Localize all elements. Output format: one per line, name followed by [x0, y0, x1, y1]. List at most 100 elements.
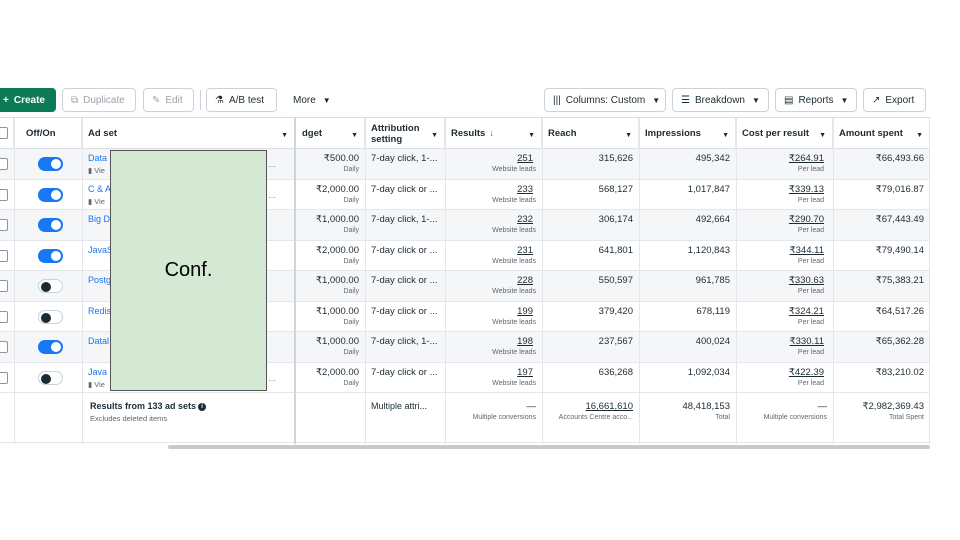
- budget-cell[interactable]: ₹1,000.00 Daily: [315, 305, 359, 326]
- toggle-knob: [41, 282, 51, 292]
- row-checkbox[interactable]: [0, 310, 8, 323]
- reach-cell: 237,567: [598, 336, 633, 347]
- ad-set-toggle[interactable]: [38, 340, 63, 354]
- results-cell: 198 Website leads: [492, 336, 536, 356]
- ad-set-name-link[interactable]: C & A: [88, 183, 112, 194]
- header-budget[interactable]: dget ▼: [296, 118, 365, 149]
- ad-set-name-link[interactable]: Redis: [88, 305, 112, 316]
- info-icon[interactable]: i: [198, 403, 207, 411]
- cost-per-result-cell: ₹290.70 Per lead: [788, 214, 824, 234]
- toggle-knob: [41, 312, 51, 323]
- reports-button[interactable]: ▤ Reports ▼: [775, 88, 857, 112]
- row-checkbox[interactable]: [0, 249, 8, 262]
- edit-button[interactable]: ✎ Edit: [143, 88, 194, 112]
- select-all-checkbox[interactable]: [0, 127, 8, 139]
- ad-set-name-link[interactable]: JavaS: [88, 244, 114, 255]
- more-options-icon[interactable]: …: [268, 373, 276, 383]
- ad-set-name-link[interactable]: Postg: [88, 275, 112, 285]
- row-checkbox[interactable]: [0, 371, 8, 384]
- results-cell: 228 Website leads: [492, 275, 536, 295]
- budget-cell[interactable]: ₹2,000.00 Daily: [315, 183, 359, 204]
- budget-cell[interactable]: ₹1,000.00 Daily: [315, 336, 359, 356]
- attribution-cell: 7-day click or ...: [371, 275, 438, 286]
- budget-cell[interactable]: ₹1,000.00 Daily: [315, 275, 359, 295]
- view-charts-link[interactable]: ▮ Vie: [88, 196, 105, 206]
- reach-cell: 641,801: [598, 244, 633, 256]
- create-button[interactable]: + Create: [0, 88, 56, 112]
- results-cell: 199 Website leads: [492, 305, 536, 326]
- reach-cell: 568,127: [598, 183, 633, 195]
- cost-per-result-cell: ₹339.13 Per lead: [788, 183, 824, 204]
- ad-set-toggle[interactable]: [38, 309, 63, 324]
- row-checkbox[interactable]: [0, 158, 8, 170]
- ad-set-toggle[interactable]: [38, 279, 63, 293]
- attribution-cell: 7-day click or ...: [371, 183, 438, 195]
- footer-impressions: 48,418,153 Total: [682, 401, 730, 421]
- ad-set-name-link[interactable]: Datal: [88, 336, 110, 346]
- amount-spent-cell: ₹79,490.14: [875, 244, 924, 256]
- header-attribution[interactable]: Attribution setting ▼: [365, 118, 445, 149]
- caret-down-icon: ▼: [752, 95, 760, 105]
- results-cell: 232 Website leads: [492, 214, 536, 234]
- header-impressions[interactable]: Impressions ▼: [639, 118, 736, 149]
- more-options-icon[interactable]: …: [268, 160, 276, 169]
- row-checkbox[interactable]: [0, 188, 8, 201]
- duplicate-icon: ⧉: [71, 94, 79, 106]
- duplicate-button[interactable]: ⧉ Duplicate: [62, 88, 136, 112]
- ad-set-toggle[interactable]: [38, 218, 63, 232]
- more-options-icon[interactable]: …: [268, 190, 276, 200]
- budget-cell[interactable]: ₹2,000.00 Daily: [315, 244, 359, 265]
- header-ad-set[interactable]: Ad set ▼: [82, 118, 295, 149]
- caret-down-icon: ▼: [431, 132, 438, 139]
- caret-down-icon: ▼: [652, 95, 661, 105]
- caret-down-icon: ▼: [281, 132, 288, 139]
- header-cost-per-result[interactable]: Cost per result ▼: [736, 118, 833, 149]
- toggle-knob: [51, 342, 61, 352]
- reach-cell: 306,174: [598, 214, 633, 225]
- more-button[interactable]: More ▼: [293, 94, 331, 106]
- impressions-cell: 1,092,034: [687, 366, 730, 378]
- footer-results: — Multiple conversions: [472, 401, 536, 421]
- attribution-cell: 7-day click or ...: [371, 244, 438, 256]
- plus-icon: +: [3, 94, 9, 106]
- budget-cell[interactable]: ₹500.00 Daily: [323, 153, 359, 173]
- ad-set-name-link[interactable]: Java: [88, 366, 108, 377]
- toggle-knob: [51, 220, 61, 230]
- view-charts-link[interactable]: ▮ Vie: [88, 166, 105, 175]
- ad-set-toggle[interactable]: [38, 187, 63, 202]
- ad-set-toggle[interactable]: [38, 248, 63, 263]
- row-checkbox[interactable]: [0, 280, 8, 292]
- bar-chart-icon: ▮: [88, 196, 93, 206]
- header-off-on[interactable]: Off/On: [20, 118, 82, 149]
- header-amount-spent[interactable]: Amount spent ▼: [833, 118, 930, 149]
- header-results[interactable]: Results ↓ ▼: [445, 118, 542, 149]
- row-checkbox[interactable]: [0, 341, 8, 353]
- impressions-cell: 492,664: [695, 214, 730, 225]
- impressions-cell: 400,024: [695, 336, 730, 347]
- ab-test-button[interactable]: ⚗ A/B test: [206, 88, 277, 112]
- view-charts-link[interactable]: ▮ Vie: [88, 379, 105, 389]
- breakdown-button[interactable]: ☰ Breakdown ▼: [672, 88, 769, 112]
- sort-down-icon: ↓: [489, 128, 495, 139]
- budget-cell[interactable]: ₹2,000.00 Daily: [315, 366, 359, 387]
- amount-spent-cell: ₹67,443.49: [875, 214, 924, 225]
- ad-set-name-link[interactable]: Data: [88, 153, 108, 163]
- export-button[interactable]: ↗ Export: [863, 88, 926, 112]
- ad-set-toggle[interactable]: [38, 370, 63, 385]
- caret-down-icon: ▼: [351, 132, 358, 139]
- attribution-cell: 7-day click, 1-...: [371, 214, 438, 225]
- row-checkbox[interactable]: [0, 219, 8, 231]
- columns-button[interactable]: ||| Columns: Custom ▼: [544, 88, 666, 112]
- amount-spent-cell: ₹75,383.21: [875, 275, 924, 286]
- toggle-knob: [41, 373, 51, 384]
- horizontal-scrollbar[interactable]: [168, 445, 930, 449]
- reach-cell: 315,626: [598, 153, 633, 164]
- results-cell: 197 Website leads: [492, 366, 536, 387]
- bar-chart-icon: ▮: [88, 379, 93, 389]
- budget-cell[interactable]: ₹1,000.00 Daily: [315, 214, 359, 234]
- ad-set-name-link[interactable]: Big D: [88, 214, 111, 224]
- breakdown-icon: ☰: [681, 94, 690, 106]
- footer-amount-spent: ₹2,982,369.43 Total Spent: [862, 401, 924, 421]
- ad-set-toggle[interactable]: [38, 157, 63, 171]
- header-reach[interactable]: Reach ▼: [542, 118, 639, 149]
